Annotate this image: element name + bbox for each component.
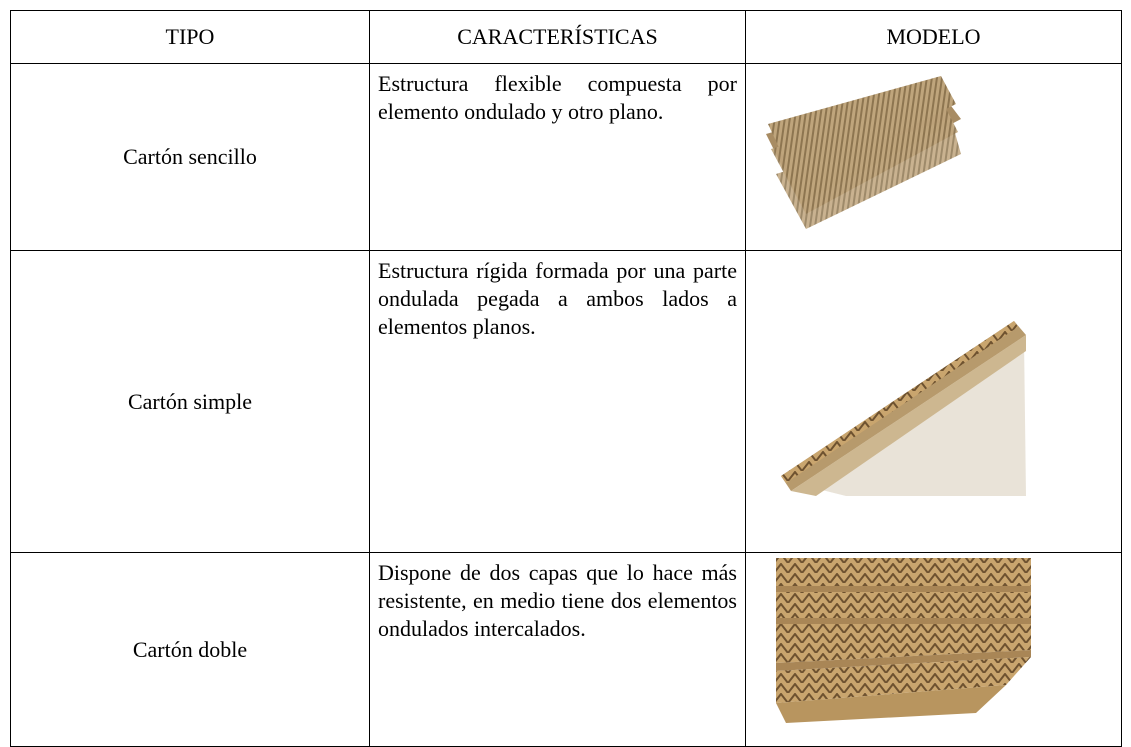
cardboard-sheets xyxy=(766,76,961,229)
description-text: Estructura rígida formada por una parte … xyxy=(378,258,737,339)
description-text: Dispone de dos capas que lo hace más res… xyxy=(378,560,737,641)
image-shape xyxy=(776,650,1031,671)
table-row: Cartón sencillo Estructura flexible comp… xyxy=(10,63,1122,251)
description-text: Estructura flexible compuesta por elemen… xyxy=(378,71,737,124)
table-row: Cartón simple Estructura rígida formada … xyxy=(10,250,1122,553)
simple-cardboard-image xyxy=(781,321,1026,496)
image-shape xyxy=(776,618,1031,624)
image-shape xyxy=(781,321,1026,491)
double-cardboard-image xyxy=(776,558,1031,723)
image-cell xyxy=(745,63,1122,251)
table-row: Cartón doble Dispone de dos capas que lo… xyxy=(10,552,1122,747)
image-cell xyxy=(745,552,1122,747)
header-row: TIPO CARACTERÍSTICAS MODELO xyxy=(10,10,1122,64)
image-shape xyxy=(776,119,961,229)
image-shape xyxy=(776,685,1006,723)
image-shape xyxy=(791,335,1026,496)
header-cell: TIPO xyxy=(10,10,370,64)
cardboard-board xyxy=(781,321,1026,496)
cardboard-stack xyxy=(776,558,1031,723)
header-cell: MODELO xyxy=(745,10,1122,64)
image-shape xyxy=(776,558,1031,586)
type-cell: Cartón doble xyxy=(10,552,370,747)
image-shape xyxy=(776,592,1031,618)
type-cell: Cartón simple xyxy=(10,250,370,553)
cardboard-table: TIPO CARACTERÍSTICAS MODELO Cartón senci… xyxy=(10,10,1122,747)
single-cardboard-image xyxy=(766,76,961,229)
description-cell: Estructura flexible compuesta por elemen… xyxy=(369,63,746,251)
image-shape xyxy=(776,586,1031,592)
image-shape xyxy=(776,657,1031,703)
description-cell: Estructura rígida formada por una parte … xyxy=(369,250,746,553)
image-cell xyxy=(745,250,1122,553)
type-cell: Cartón sencillo xyxy=(10,63,370,251)
description-cell: Dispone de dos capas que lo hace más res… xyxy=(369,552,746,747)
header-cell: CARACTERÍSTICAS xyxy=(369,10,746,64)
image-shape xyxy=(781,321,1018,483)
